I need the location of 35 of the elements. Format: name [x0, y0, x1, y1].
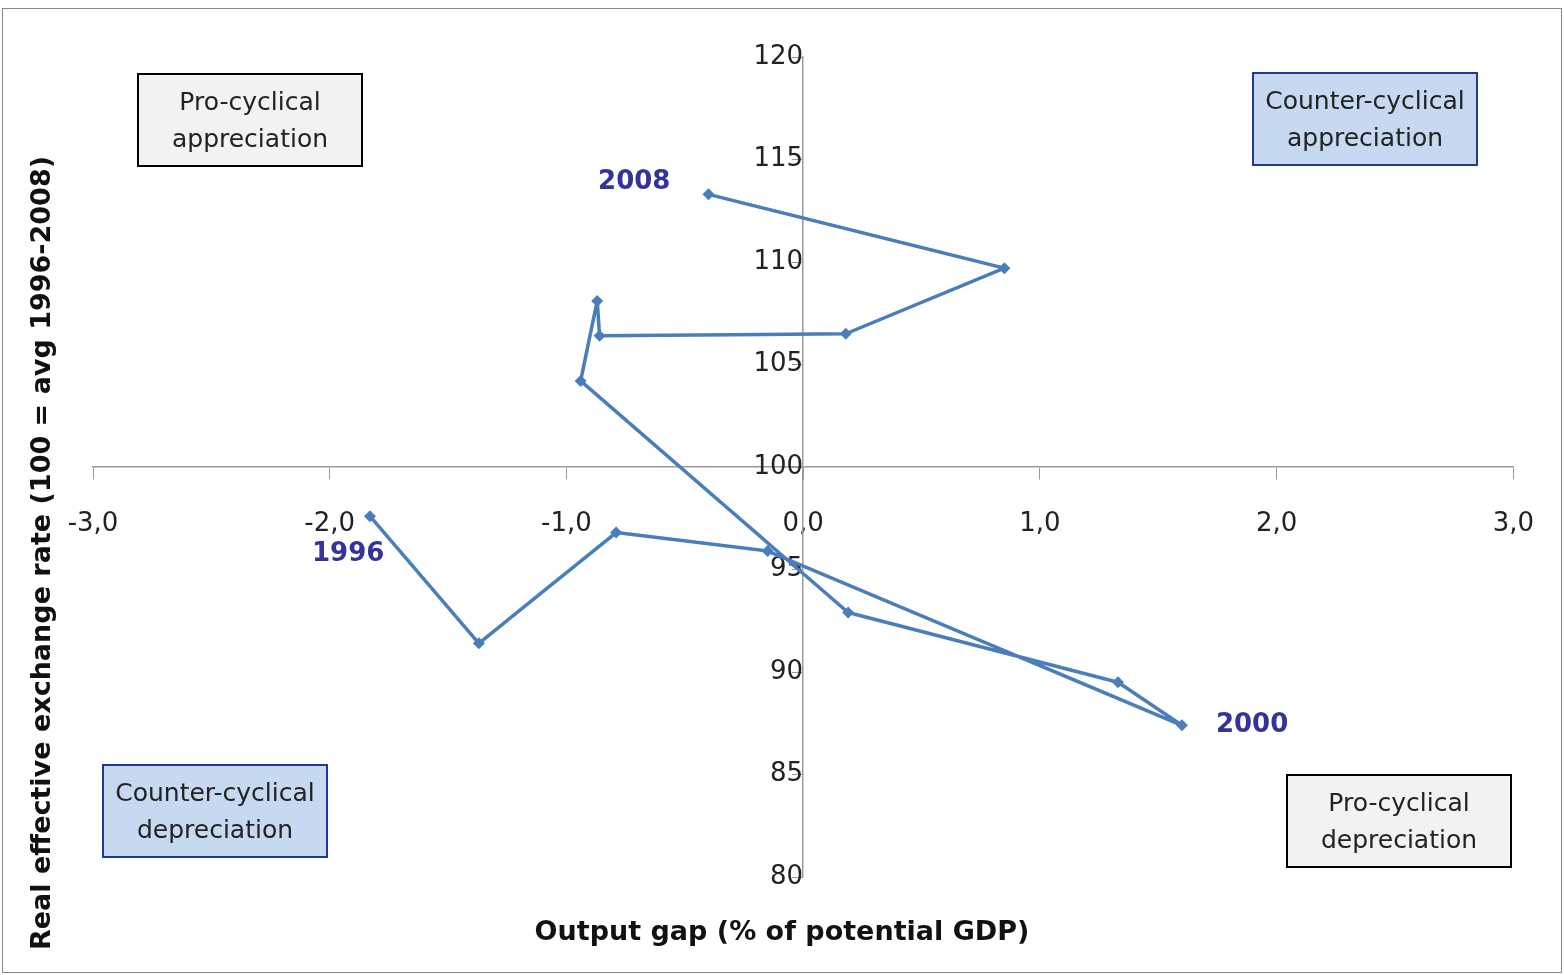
y-tick-label: 120: [753, 39, 804, 70]
annotation: Counter-cyclical appreciation: [1252, 72, 1478, 166]
x-tick-label: 0,0: [782, 507, 824, 538]
annotation: 2000: [1215, 708, 1289, 739]
y-axis-title: Real effective exchange rate (100 = avg 1996-2008): [24, 155, 56, 951]
annotation: Counter-cyclical depreciation: [102, 764, 328, 858]
point: [842, 606, 855, 619]
point: [839, 327, 852, 340]
x-tick-label: 1,0: [1019, 507, 1061, 538]
y-tick-label: 105: [753, 347, 804, 378]
point: [998, 262, 1011, 275]
y-tick-label: 110: [753, 244, 804, 275]
point: [761, 545, 774, 558]
point: [610, 526, 623, 539]
point: [472, 637, 485, 650]
point: [1175, 719, 1188, 732]
x-tick-label: -2,0: [304, 507, 356, 538]
point: [363, 510, 376, 523]
x-tick-label: -1,0: [541, 507, 592, 538]
annotation: Pro-cyclical depreciation: [1286, 774, 1512, 868]
point: [702, 188, 715, 201]
annotation: 1996: [311, 536, 385, 567]
y-tick-label: 85: [770, 757, 804, 788]
annotation: 2008: [598, 165, 671, 196]
point: [1112, 676, 1124, 689]
x-axis-title: Output gap (% of potential GDP): [534, 915, 1030, 946]
point: [574, 374, 587, 387]
y-tick-label: 80: [770, 859, 804, 890]
x-tick-label: -3,0: [67, 507, 119, 538]
annotation: Pro-cyclical appreciation: [137, 73, 363, 167]
x-tick-label: 3,0: [1492, 507, 1535, 538]
y-tick-label: 100: [753, 449, 804, 480]
y-tick-label: 90: [770, 654, 804, 685]
y-tick-label: 115: [753, 142, 804, 173]
x-tick-label: 2,0: [1255, 507, 1298, 538]
